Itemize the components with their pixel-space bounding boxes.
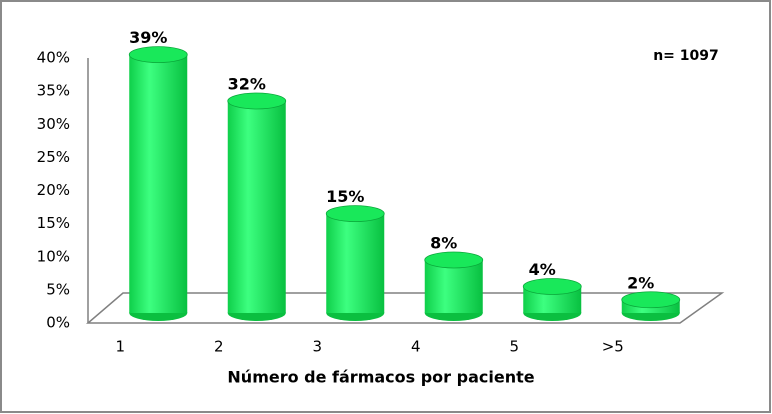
x-axis-title: Número de fármacos por paciente	[227, 368, 534, 387]
y-tick-label: 15%	[37, 214, 70, 232]
bar-top	[325, 205, 385, 223]
data-label: 8%	[430, 234, 457, 253]
bar	[227, 101, 286, 313]
x-tick-label: 4	[411, 338, 421, 356]
y-tick-label: 30%	[37, 115, 70, 133]
bar-top	[621, 291, 681, 309]
data-label: 15%	[326, 187, 364, 206]
bar-top	[227, 92, 287, 110]
x-tick-label: 3	[312, 338, 322, 356]
x-tick-label: >5	[602, 338, 624, 356]
y-tick-label: 10%	[37, 247, 70, 265]
bar	[424, 260, 483, 313]
bar-top	[522, 278, 582, 295]
y-tick-label: 25%	[37, 148, 70, 166]
x-tick-label: 2	[214, 338, 224, 356]
bar	[326, 213, 385, 313]
x-tick-label: 1	[115, 338, 125, 356]
bar-top	[424, 251, 484, 269]
bar	[129, 54, 188, 313]
y-tick-label: 5%	[46, 280, 70, 298]
y-tick-label: 35%	[37, 82, 70, 100]
data-label: 4%	[529, 260, 556, 279]
bar-top	[128, 46, 188, 64]
data-label: 32%	[228, 75, 266, 94]
y-tick-label: 40%	[37, 49, 70, 67]
x-tick-label: 5	[509, 338, 519, 356]
annotation: n= 1097	[653, 48, 719, 64]
data-label: 39%	[129, 28, 167, 47]
data-label: 2%	[627, 273, 654, 292]
y-tick-label: 0%	[46, 314, 70, 332]
y-tick-label: 20%	[37, 181, 70, 199]
